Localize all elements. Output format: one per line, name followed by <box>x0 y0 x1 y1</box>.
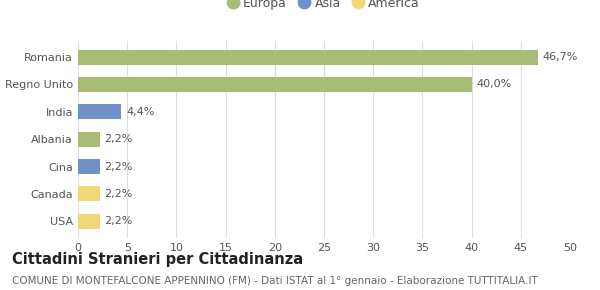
Bar <box>78 132 100 147</box>
Bar <box>78 77 472 92</box>
Text: 2,2%: 2,2% <box>104 216 133 226</box>
Text: 40,0%: 40,0% <box>476 79 512 89</box>
Text: 2,2%: 2,2% <box>104 162 133 172</box>
Text: 46,7%: 46,7% <box>542 52 578 62</box>
Text: Cittadini Stranieri per Cittadinanza: Cittadini Stranieri per Cittadinanza <box>12 252 303 267</box>
Bar <box>78 104 121 119</box>
Bar <box>78 50 538 65</box>
Bar <box>78 186 100 202</box>
Bar <box>78 214 100 229</box>
Legend: Europa, Asia, America: Europa, Asia, America <box>223 0 425 14</box>
Text: COMUNE DI MONTEFALCONE APPENNINO (FM) - Dati ISTAT al 1° gennaio - Elaborazione : COMUNE DI MONTEFALCONE APPENNINO (FM) - … <box>12 276 538 285</box>
Text: 4,4%: 4,4% <box>126 107 155 117</box>
Text: 2,2%: 2,2% <box>104 134 133 144</box>
Text: 2,2%: 2,2% <box>104 189 133 199</box>
Bar <box>78 159 100 174</box>
